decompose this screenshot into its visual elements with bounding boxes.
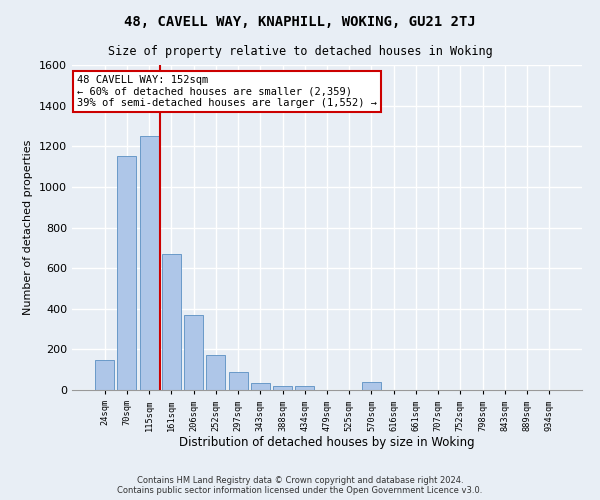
Bar [362,382,381,390]
Bar [273,386,292,390]
Bar [251,383,270,390]
Bar [95,360,114,390]
Bar [206,356,225,390]
Text: Size of property relative to detached houses in Woking: Size of property relative to detached ho… [107,45,493,58]
Text: 48 CAVELL WAY: 152sqm
← 60% of detached houses are smaller (2,359)
39% of semi-d: 48 CAVELL WAY: 152sqm ← 60% of detached … [77,74,377,108]
Text: 48, CAVELL WAY, KNAPHILL, WOKING, GU21 2TJ: 48, CAVELL WAY, KNAPHILL, WOKING, GU21 2… [124,15,476,29]
X-axis label: Distribution of detached houses by size in Woking: Distribution of detached houses by size … [179,436,475,449]
Bar [184,315,203,390]
Text: Contains HM Land Registry data © Crown copyright and database right 2024.
Contai: Contains HM Land Registry data © Crown c… [118,476,482,495]
Bar [229,372,248,390]
Y-axis label: Number of detached properties: Number of detached properties [23,140,34,315]
Bar [295,386,314,390]
Bar [118,156,136,390]
Bar [140,136,158,390]
Bar [162,254,181,390]
